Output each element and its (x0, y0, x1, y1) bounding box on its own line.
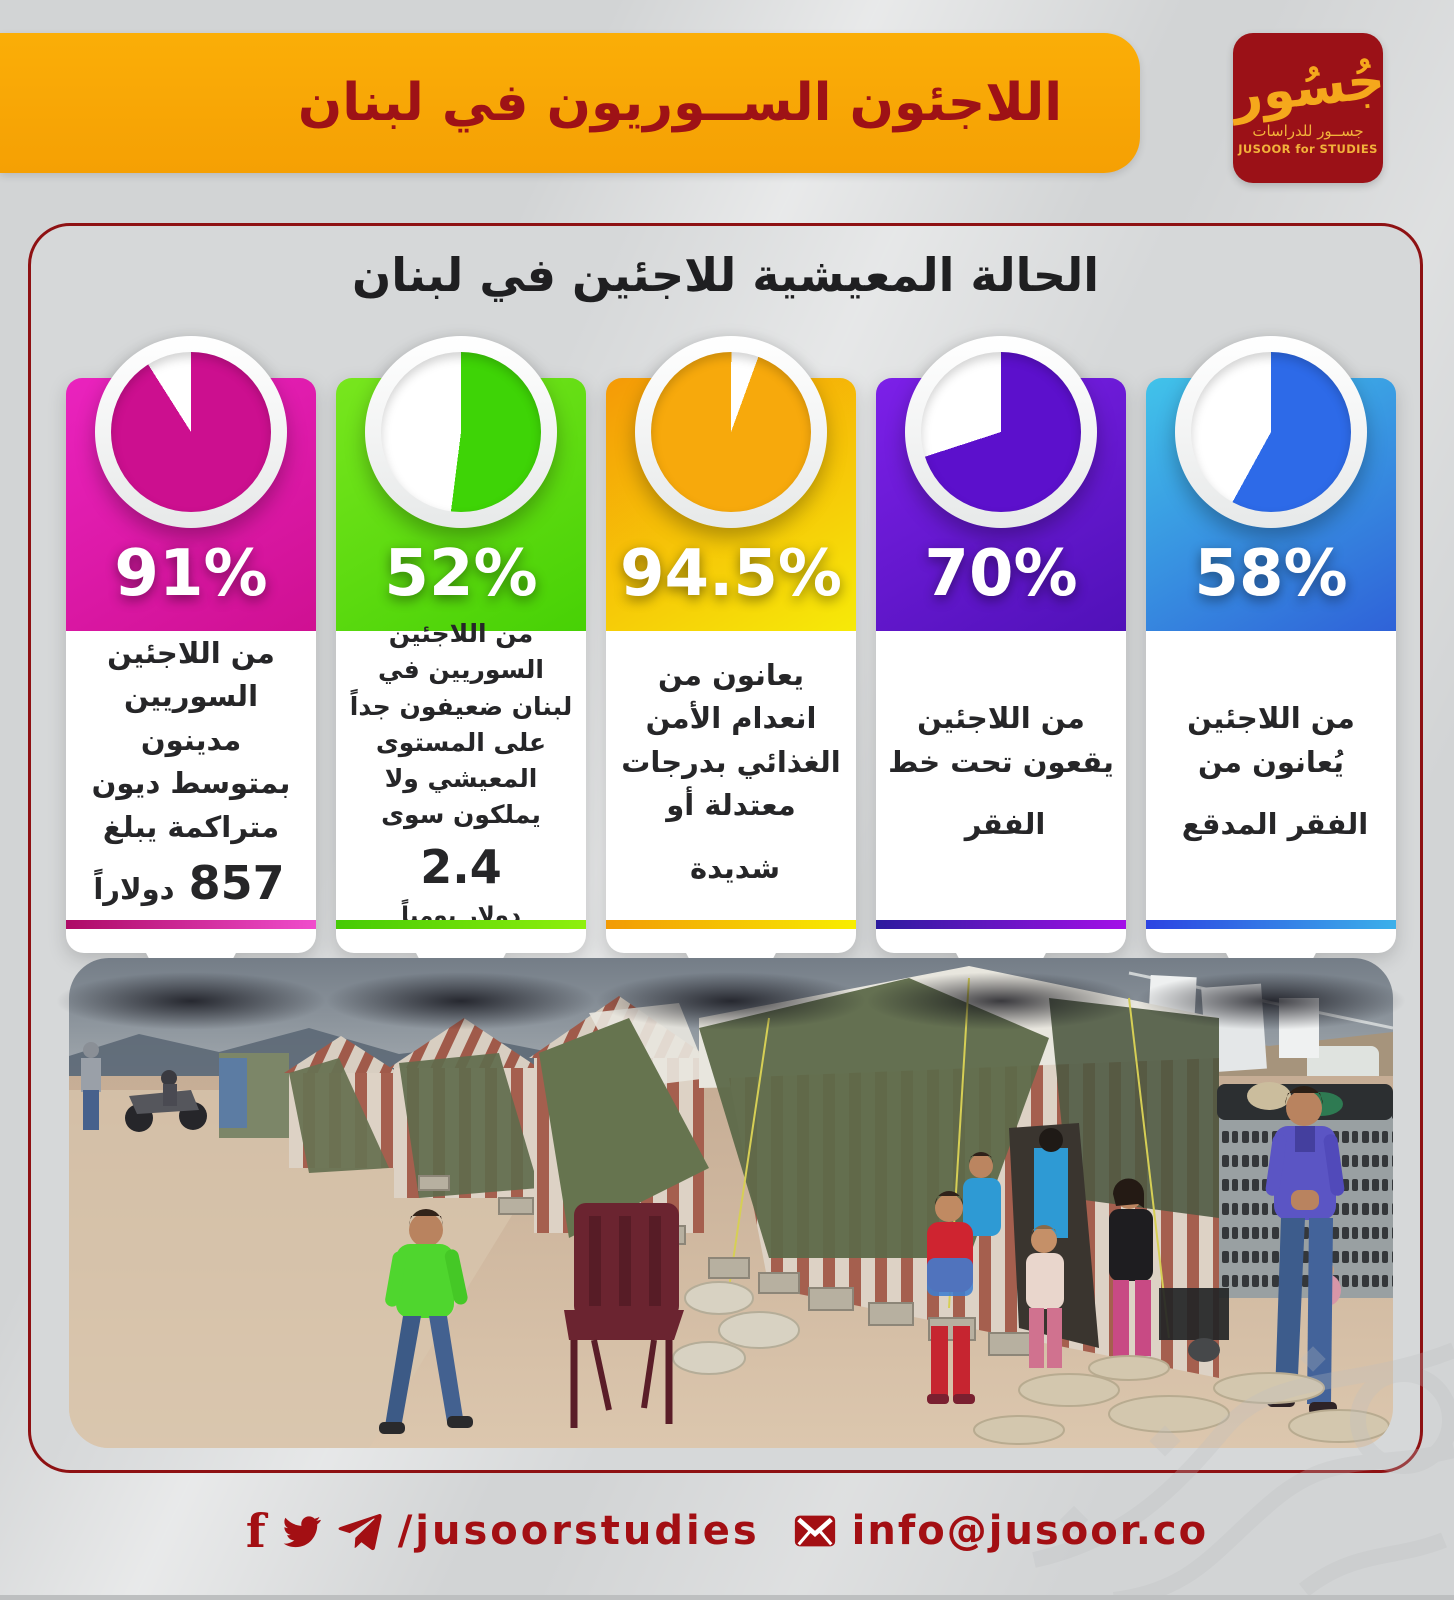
pointer-shadow (321, 971, 601, 1031)
pie-slice (381, 352, 541, 512)
pie-chart-income (365, 336, 557, 528)
stat-percent: 91% (114, 537, 268, 611)
stat-description: يعانون من انعدام الأمن الغذائي بدرجات مع… (621, 657, 841, 885)
stat-number (1174, 791, 1182, 845)
pointer-shadow (1131, 971, 1411, 1031)
stat-unit: دولاراً (93, 872, 175, 907)
facebook-icon[interactable]: f (245, 1504, 266, 1558)
footer-social-bar: f /jusoorstudies info@jusoor.co (0, 1496, 1454, 1566)
envelope-icon[interactable] (792, 1508, 838, 1554)
pointer-shadow (591, 971, 871, 1031)
stat-description: من اللاجئين يُعانون من الفقر المدقع (1181, 701, 1369, 841)
stat-number (682, 835, 690, 889)
stat-body: من اللاجئين السوريين في لبنان ضعيفون جدا… (336, 619, 586, 953)
stat-card-income: 52% من اللاجئين السوريين في لبنان ضعيفون… (336, 336, 586, 1281)
stat-description: من اللاجئين يقعون تحت خط الفقر (888, 701, 1114, 841)
stat-card-poverty-line: 70% من اللاجئين يقعون تحت خط الفقر (876, 336, 1126, 1281)
jusoor-logo: جُسُور جســور للدراسات JUSOOR for STUDIE… (1229, 33, 1387, 183)
page-bottom-edge (0, 1595, 1454, 1600)
social-handle[interactable]: /jusoorstudies (397, 1508, 760, 1554)
pie-chart-food-insecurity (635, 336, 827, 528)
contact-email[interactable]: info@jusoor.co (851, 1508, 1209, 1554)
stat-percent: 52% (384, 537, 538, 611)
logo-name-arabic: جســور للدراسات (1252, 122, 1364, 140)
logo-name-english: JUSOOR for STUDIES (1238, 142, 1378, 156)
pie-slice (651, 352, 811, 512)
stat-description: من اللاجئين السوريين مدينون بمتوسط ديون … (91, 635, 291, 844)
stat-percent: 70% (924, 537, 1078, 611)
stats-panel: الحالة المعيشية للاجئين في لبنان (28, 223, 1423, 1473)
stat-description: من اللاجئين السوريين في لبنان ضعيفون جدا… (349, 619, 573, 830)
telegram-icon[interactable] (338, 1508, 384, 1554)
camp-photo-illustration (69, 958, 1393, 1448)
stat-number (957, 791, 965, 845)
stat-body: من اللاجئين يقعون تحت خط الفقر (876, 631, 1126, 953)
stat-body: من اللاجئين يُعانون من الفقر المدقع (1146, 631, 1396, 953)
logo-calligraphy: جُسُور (1228, 50, 1388, 126)
page-title: اللاجئون الســوريون في لبنان (297, 73, 1063, 133)
stat-body: من اللاجئين السوريين مدينون بمتوسط ديون … (66, 631, 316, 953)
stat-body: يعانون من انعدام الأمن الغذائي بدرجات مع… (606, 631, 856, 953)
stat-accent-bar (606, 920, 856, 929)
stat-card-food-insecurity: 94.5% يعانون من انعدام الأمن الغذائي بدر… (606, 336, 856, 1281)
stat-percent: 58% (1194, 537, 1348, 611)
pie-chart-debt (95, 336, 287, 528)
stat-accent-bar (336, 920, 586, 929)
stat-accent-bar (1146, 920, 1396, 929)
stat-number: 2.4 (420, 839, 502, 894)
pointer-shadow (51, 971, 331, 1031)
pointer-shadow (861, 971, 1141, 1031)
twitter-icon[interactable] (280, 1509, 324, 1553)
pie-slice (1191, 352, 1351, 512)
pie-slice (111, 352, 271, 512)
refugee-camp-photo (69, 958, 1393, 1448)
stat-percent: 94.5% (619, 537, 843, 611)
pie-chart-extreme-poverty (1175, 336, 1367, 528)
title-banner: اللاجئون الســوريون في لبنان (0, 33, 1140, 173)
stat-accent-bar (876, 920, 1126, 929)
stat-accent-bar (66, 920, 316, 929)
panel-title: الحالة المعيشية للاجئين في لبنان (351, 248, 1100, 302)
pie-slice (921, 352, 1081, 512)
pie-chart-poverty-line (905, 336, 1097, 528)
stat-number: 857 (188, 856, 285, 911)
